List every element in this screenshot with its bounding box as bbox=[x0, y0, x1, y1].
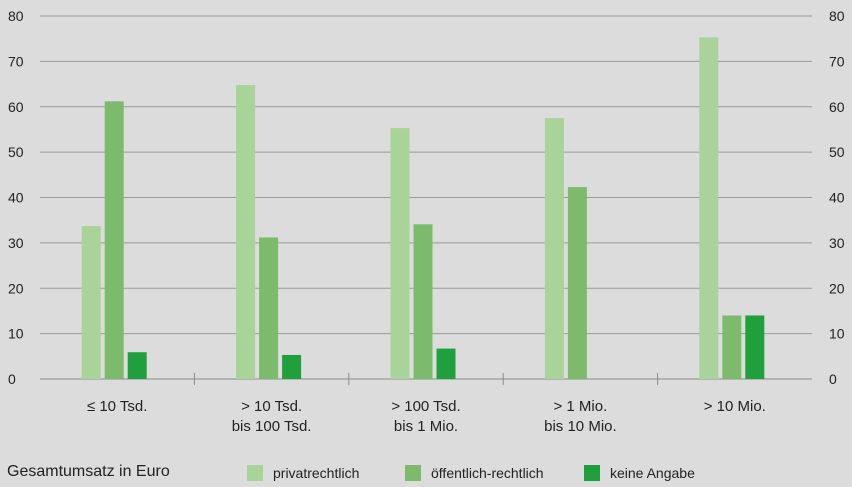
bar bbox=[104, 101, 124, 380]
bar bbox=[413, 224, 433, 379]
bar bbox=[127, 352, 147, 379]
x-axis-label: Gesamtumsatz in Euro bbox=[7, 463, 170, 480]
bar bbox=[390, 128, 410, 379]
y-tick-label-left: 70 bbox=[8, 53, 24, 69]
y-tick-label-right: 10 bbox=[829, 326, 845, 342]
legend: Gesamtumsatz in Euro privatrechtlich öff… bbox=[0, 463, 852, 485]
legend-item-keine-angabe: keine Angabe bbox=[584, 465, 695, 481]
bar bbox=[722, 315, 742, 379]
legend-swatch-keine-angabe bbox=[584, 465, 600, 481]
y-tick-label-left: 60 bbox=[8, 99, 24, 115]
y-tick-label-left: 0 bbox=[8, 371, 16, 387]
x-tick-label: bis 100 Tsd. bbox=[232, 418, 312, 435]
bar bbox=[436, 348, 456, 379]
y-tick-label-right: 0 bbox=[829, 371, 837, 387]
y-tick-label-right: 50 bbox=[829, 144, 845, 160]
bar bbox=[259, 237, 279, 379]
x-tick-label: > 1 Mio. bbox=[554, 398, 608, 415]
y-tick-label-left: 20 bbox=[8, 280, 24, 296]
y-tick-label-left: 50 bbox=[8, 144, 24, 160]
bar bbox=[544, 118, 564, 379]
y-tick-label-left: 80 bbox=[8, 8, 24, 24]
legend-swatch-privatrechtlich bbox=[247, 465, 263, 481]
legend-label-privatrechtlich: privatrechtlich bbox=[273, 465, 360, 481]
y-tick-label-right: 40 bbox=[829, 190, 845, 206]
legend-item-privatrechtlich: privatrechtlich bbox=[247, 465, 359, 481]
y-tick-label-left: 30 bbox=[8, 235, 24, 251]
bar bbox=[745, 315, 765, 379]
legend-label-oeffentlich-rechtlich: öffentlich-rechtlich bbox=[431, 465, 544, 481]
legend-label-keine-angabe: keine Angabe bbox=[610, 465, 695, 481]
legend-swatch-oeffentlich-rechtlich bbox=[405, 465, 421, 481]
y-tick-label-right: 70 bbox=[829, 53, 845, 69]
x-tick-label: ≤ 10 Tsd. bbox=[87, 398, 148, 415]
y-tick-label-right: 20 bbox=[829, 280, 845, 296]
bar-chart: 0 0 10 10 20 20 30 30 40 40 50 50 60 60 70 70 80 80 ≤ 10 T… bbox=[8, 8, 845, 435]
x-tick-label: > 10 Tsd. bbox=[241, 398, 302, 415]
y-tick-label-left: 10 bbox=[8, 326, 24, 342]
bar bbox=[236, 84, 256, 379]
bar bbox=[81, 226, 101, 379]
y-tick-label-left: 40 bbox=[8, 190, 24, 206]
x-tick-label: bis 1 Mio. bbox=[394, 418, 458, 435]
legend-item-oeffentlich-rechtlich: öffentlich-rechtlich bbox=[405, 465, 544, 481]
x-tick-label: > 10 Mio. bbox=[704, 398, 766, 415]
x-tick-label: > 100 Tsd. bbox=[391, 398, 460, 415]
bar bbox=[699, 37, 719, 380]
bar bbox=[567, 187, 587, 379]
y-tick-label-right: 80 bbox=[829, 8, 845, 24]
y-tick-label-right: 30 bbox=[829, 235, 845, 251]
x-tick-label: bis 10 Mio. bbox=[544, 418, 617, 435]
bar bbox=[282, 354, 302, 379]
y-tick-label-right: 60 bbox=[829, 99, 845, 115]
